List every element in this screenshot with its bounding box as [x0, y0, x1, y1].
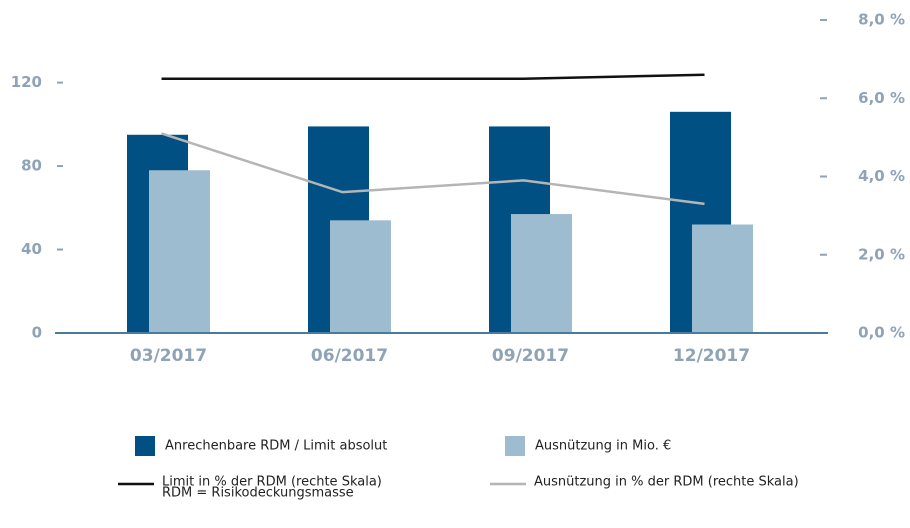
- bar: [149, 170, 210, 333]
- y2-tick-label: 6,0 %: [858, 89, 905, 107]
- bar: [692, 224, 753, 333]
- annotation: RDM = Risikodeckungsmasse: [162, 486, 354, 501]
- y2-tick-label: 8,0 %: [858, 11, 905, 29]
- legend-label: Limit in % der RDM (rechte Skala): [162, 475, 382, 490]
- legend-swatch: [505, 436, 525, 456]
- y2-tick-label: 2,0 %: [858, 245, 905, 263]
- legend-label: Ausnützung in % der RDM (rechte Skala): [534, 475, 799, 490]
- x-tick-label: 06/2017: [311, 346, 388, 366]
- x-tick-label: 12/2017: [673, 346, 750, 366]
- y2-tick-label: 4,0 %: [858, 167, 905, 185]
- y-tick-label: 40: [21, 240, 42, 258]
- line: [161, 73, 705, 80]
- legend-swatch: [135, 436, 155, 456]
- x-tick-label: 09/2017: [492, 346, 569, 366]
- y2-tick-label: 0,0 %: [858, 324, 905, 342]
- bar: [330, 220, 391, 333]
- legend-label: Anrechenbare RDM / Limit absolut: [165, 439, 387, 454]
- y-tick-label: 0: [32, 324, 42, 342]
- legend-label: Ausnützung in Mio. €: [535, 439, 671, 454]
- x-tick-label: 03/2017: [130, 346, 207, 366]
- y-tick-label: 120: [11, 73, 42, 91]
- bar: [511, 214, 572, 333]
- y-tick-label: 80: [21, 157, 42, 175]
- line: [161, 132, 705, 206]
